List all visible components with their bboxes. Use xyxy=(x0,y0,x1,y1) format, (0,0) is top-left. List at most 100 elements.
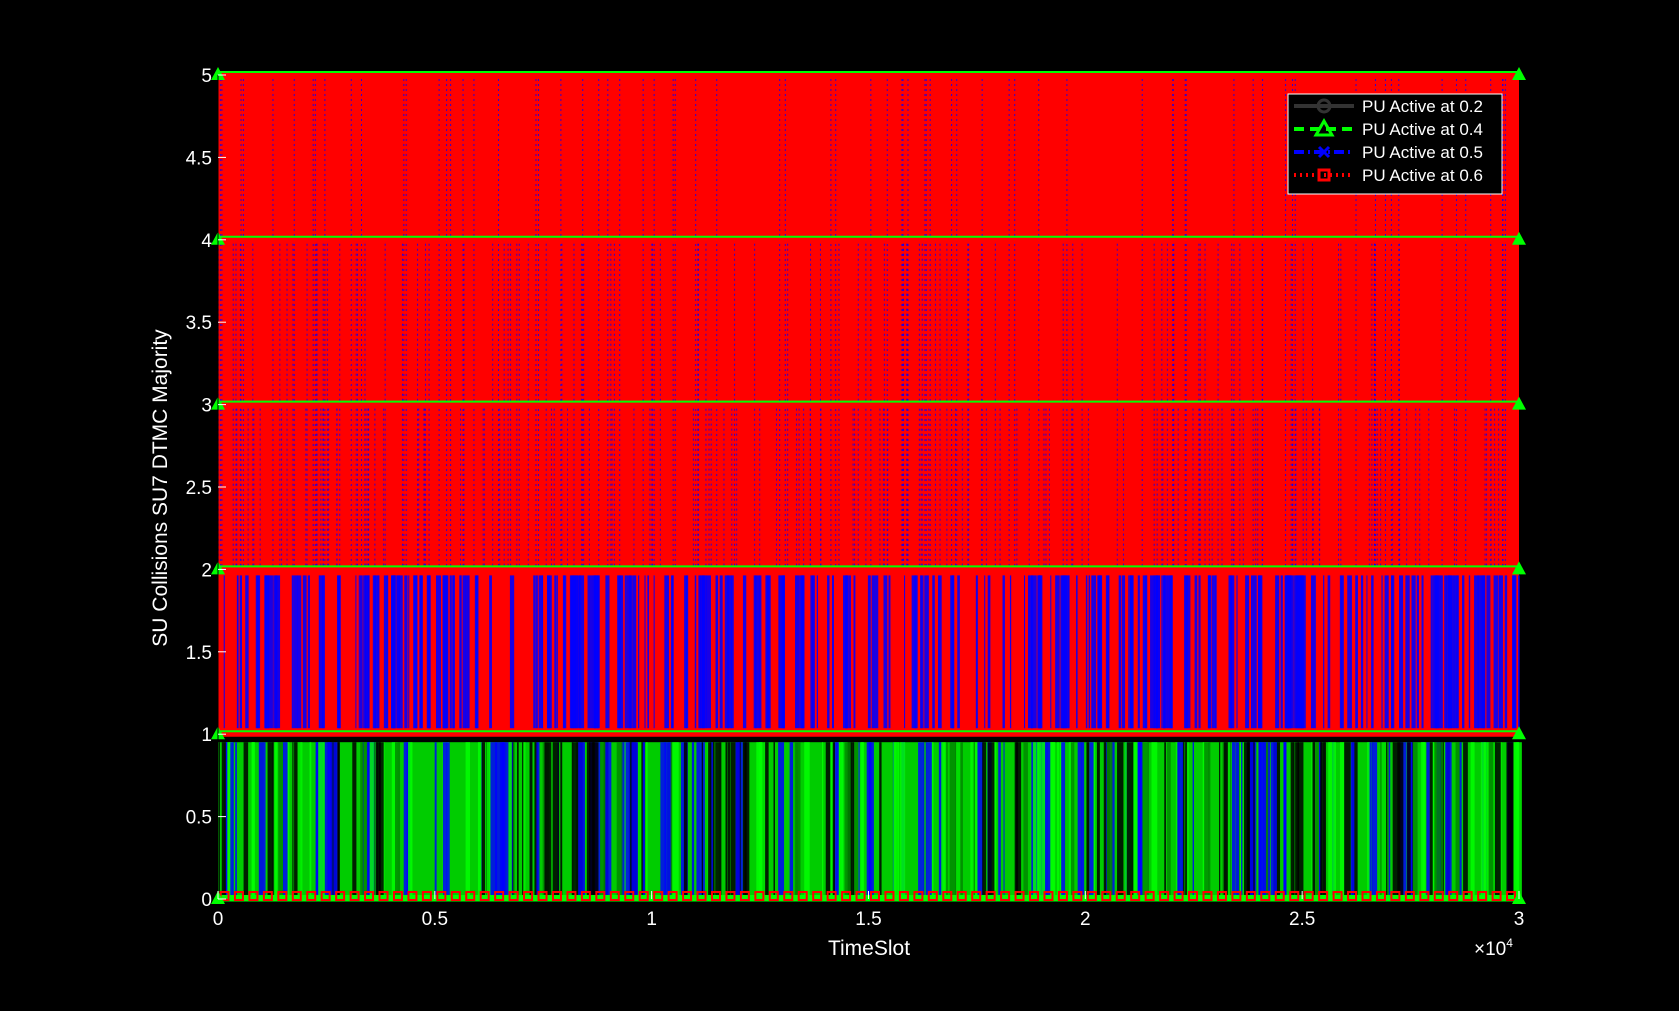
marker-square xyxy=(725,891,736,901)
band-mid-stripe xyxy=(391,575,396,729)
band-mid-stripe xyxy=(1142,575,1147,729)
band-low-stripe xyxy=(1420,742,1423,899)
band-low-stripe xyxy=(1270,742,1277,899)
band-mid-stripe xyxy=(1024,575,1026,729)
band-mid-stripe xyxy=(1038,575,1042,729)
marker-square xyxy=(1332,891,1343,901)
marker-square xyxy=(1029,891,1040,901)
marker-square xyxy=(1101,891,1112,901)
marker-square xyxy=(913,891,924,901)
band-mid-stripe xyxy=(848,575,850,729)
band-mid-stripe xyxy=(778,575,781,729)
band-low-stripe xyxy=(1086,742,1090,899)
y-tick-label: 4 xyxy=(201,231,212,252)
band-mid-stripe xyxy=(1215,575,1217,729)
band-mid-stripe xyxy=(413,575,418,729)
band-low-stripe xyxy=(795,742,801,899)
marker-square xyxy=(335,891,346,901)
band-low-stripe xyxy=(225,742,228,899)
band-mid-stripe xyxy=(755,575,760,729)
band-mid-stripe xyxy=(1031,575,1037,729)
band-mid-stripe xyxy=(1123,575,1126,729)
band-low-stripe xyxy=(829,742,836,899)
band-mid-stripe xyxy=(1128,575,1130,729)
band-mid-stripe xyxy=(386,575,389,729)
band-mid-stripe xyxy=(554,575,557,729)
band-low-stripe xyxy=(646,742,648,899)
band-mid-stripe xyxy=(467,575,470,729)
band-mid-stripe xyxy=(1366,575,1368,729)
band-low-stripe xyxy=(708,742,712,899)
band-low-stripe xyxy=(642,742,645,899)
band-mid-stripe xyxy=(624,575,627,729)
marker-square xyxy=(638,891,649,901)
band-mid-stripe xyxy=(569,575,574,729)
band-low-stripe xyxy=(1046,742,1051,899)
marker-square xyxy=(1086,891,1097,901)
band-mid-stripe xyxy=(1245,575,1250,729)
band-low-stripe xyxy=(637,742,642,899)
marker-square xyxy=(1448,891,1459,901)
legend-label: PU Active at 0.5 xyxy=(1362,143,1483,162)
band-mid-stripe xyxy=(1371,575,1374,729)
band-low-stripe xyxy=(282,742,288,899)
band-mid-stripe xyxy=(1055,575,1060,729)
band-mid-stripe xyxy=(742,575,747,729)
band-low-stripe xyxy=(1388,742,1391,899)
band-mid-stripe xyxy=(576,575,582,729)
band-low-stripe xyxy=(1324,742,1327,899)
marker-square xyxy=(1014,891,1025,901)
x-tick-label: 2.5 xyxy=(1289,909,1315,930)
marker-square xyxy=(1274,891,1285,901)
band-low-stripe xyxy=(1137,742,1142,899)
band-mid-stripe xyxy=(1360,575,1364,729)
marker-square xyxy=(1245,891,1256,901)
band-mid-stripe xyxy=(700,575,702,729)
band-low-stripe xyxy=(832,742,835,899)
band-mid-stripe xyxy=(1091,575,1094,729)
band-low-stripe xyxy=(982,742,987,899)
band-mid-stripe xyxy=(460,575,462,729)
band-mid-stripe xyxy=(605,575,610,729)
band-low-stripe xyxy=(727,742,731,899)
band-mid-stripe xyxy=(364,575,370,729)
band-low-stripe xyxy=(297,742,303,899)
band-mid-stripe xyxy=(937,575,942,729)
band-mid-stripe xyxy=(1493,575,1499,729)
band-low-stripe xyxy=(1068,742,1075,899)
band-mid-stripe xyxy=(1287,575,1291,729)
marker-square xyxy=(609,891,620,901)
band-mid-stripe xyxy=(579,575,581,729)
band-mid-stripe xyxy=(1310,575,1316,729)
band-mid-stripe xyxy=(264,575,268,729)
marker-square xyxy=(465,891,476,901)
band-mid-stripe xyxy=(1474,575,1479,729)
band-mid-stripe xyxy=(1416,575,1419,729)
band-low-stripe xyxy=(1297,742,1304,899)
marker-square xyxy=(537,891,548,901)
band-mid-stripe xyxy=(1194,575,1198,729)
band-low-stripe xyxy=(701,742,704,899)
band-mid-stripe xyxy=(1076,575,1078,729)
band-low-stripe xyxy=(616,742,623,899)
band-mid-stripe xyxy=(435,575,441,729)
band-mid-stripe xyxy=(1163,575,1169,729)
band-low-stripe xyxy=(258,742,266,899)
band-low-stripe xyxy=(1315,742,1319,899)
band-mid-stripe xyxy=(358,575,360,729)
band-low-stripe xyxy=(1077,742,1083,899)
band-mid-stripe xyxy=(419,575,422,729)
band-low-stripe xyxy=(1056,742,1060,899)
marker-triangle xyxy=(211,67,225,80)
band-low-stripe xyxy=(821,742,824,899)
marker-triangle xyxy=(1512,396,1526,410)
band-low-stripe xyxy=(1487,742,1489,899)
band-low-stripe xyxy=(1332,742,1336,899)
marker-square xyxy=(1462,891,1473,901)
band-low-stripe xyxy=(1258,742,1265,899)
band-low-stripe xyxy=(1208,742,1211,899)
marker-triangle xyxy=(1512,726,1526,740)
band-low-stripe xyxy=(836,742,839,899)
band-low-stripe xyxy=(1003,742,1005,899)
